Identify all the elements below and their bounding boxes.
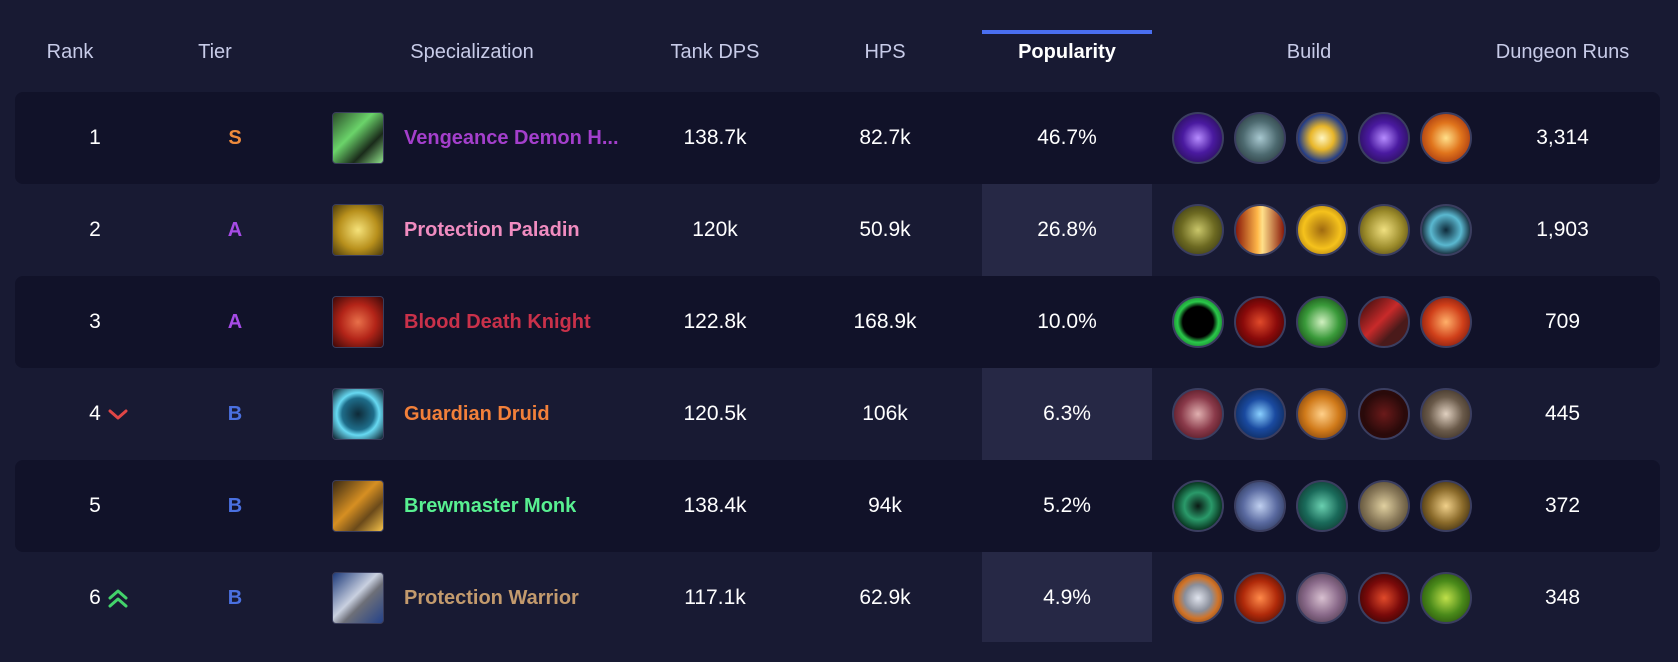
hps-value: 168.9k bbox=[853, 310, 917, 333]
flaming-fist-icon[interactable] bbox=[1420, 296, 1472, 348]
hps-value: 50.9k bbox=[859, 218, 911, 241]
void-orb-icon[interactable] bbox=[1172, 112, 1224, 164]
active-sort-indicator bbox=[982, 30, 1152, 34]
warrior-face-icon[interactable] bbox=[1296, 572, 1348, 624]
jade-serpent-icon[interactable] bbox=[1296, 480, 1348, 532]
dungeon-runs-value: 445 bbox=[1544, 402, 1581, 425]
orc-icon[interactable] bbox=[1420, 572, 1472, 624]
spec-name-link[interactable]: Vengeance Demon H... bbox=[404, 127, 619, 149]
table-row[interactable]: 2 A Protection Paladin 120k 50.9k 26.8% 1,903 bbox=[15, 184, 1660, 276]
stone-idol-icon[interactable] bbox=[1358, 480, 1410, 532]
jade-swirl-icon[interactable] bbox=[1172, 480, 1224, 532]
guardian-druid-icon bbox=[332, 388, 384, 440]
popularity-value: 6.3% bbox=[1043, 402, 1091, 425]
spec-name-link[interactable]: Guardian Druid bbox=[404, 403, 550, 425]
table-row[interactable]: 6 B Protection Warrior 117.1k 62.9k 4.9% 348 bbox=[15, 552, 1660, 644]
shadow-bear-icon[interactable] bbox=[1358, 388, 1410, 440]
rank-value: 5 bbox=[89, 494, 101, 517]
spec-name-link[interactable]: Protection Warrior bbox=[404, 587, 579, 609]
rank-value: 3 bbox=[89, 310, 101, 333]
trend-down-icon bbox=[108, 409, 128, 420]
claw-slash-icon[interactable] bbox=[1172, 388, 1224, 440]
table-row[interactable]: 5 B Brewmaster Monk 138.4k 94k 5.2% 372 bbox=[15, 460, 1660, 552]
tank-dps-value: 120.5k bbox=[683, 402, 747, 425]
rune-ring-icon[interactable] bbox=[1420, 204, 1472, 256]
dungeon-runs-value: 3,314 bbox=[1536, 126, 1589, 149]
spec-name-link[interactable]: Blood Death Knight bbox=[404, 311, 591, 333]
rank-value: 1 bbox=[89, 126, 101, 149]
fang-icon[interactable] bbox=[1420, 388, 1472, 440]
header-dungeon-runs[interactable]: Dungeon Runs bbox=[1495, 41, 1630, 63]
blood-death-knight-icon bbox=[332, 296, 384, 348]
dungeon-runs-value: 372 bbox=[1544, 494, 1581, 517]
shield-icon[interactable] bbox=[1172, 572, 1224, 624]
header-tank-dps[interactable]: Tank DPS bbox=[670, 41, 760, 63]
dungeon-runs-value: 1,903 bbox=[1536, 218, 1589, 241]
hps-value: 62.9k bbox=[859, 586, 911, 609]
green-skull-icon[interactable] bbox=[1296, 296, 1348, 348]
table-header: Rank Tier Specialization Tank DPS HPS Po… bbox=[0, 30, 1678, 74]
trend-up-icon bbox=[108, 589, 128, 608]
demon-icon[interactable] bbox=[1358, 572, 1410, 624]
popularity-value: 46.7% bbox=[1037, 126, 1097, 149]
crimson-blade-icon[interactable] bbox=[1358, 296, 1410, 348]
hps-value: 106k bbox=[862, 402, 908, 425]
brewmaster-monk-icon bbox=[332, 480, 384, 532]
blood-orb-icon[interactable] bbox=[1234, 296, 1286, 348]
amber-rune-icon[interactable] bbox=[1296, 388, 1348, 440]
tier-badge: S bbox=[228, 127, 242, 149]
skull-icon[interactable] bbox=[1234, 112, 1286, 164]
tier-badge: B bbox=[227, 495, 243, 517]
void-orb-icon[interactable] bbox=[1358, 112, 1410, 164]
staff-strike-icon[interactable] bbox=[1234, 480, 1286, 532]
monk-fist-icon[interactable] bbox=[1420, 480, 1472, 532]
rank-value: 2 bbox=[89, 218, 101, 241]
rank-value: 4 bbox=[89, 402, 101, 425]
golden-guardian-icon[interactable] bbox=[1296, 204, 1348, 256]
popularity-value: 10.0% bbox=[1037, 310, 1097, 333]
protection-warrior-icon bbox=[332, 572, 384, 624]
tier-badge: B bbox=[227, 403, 243, 425]
tank-dps-value: 138.4k bbox=[683, 494, 747, 517]
header-tier[interactable]: Tier bbox=[198, 41, 232, 63]
tank-dps-value: 122.8k bbox=[683, 310, 747, 333]
tank-dps-value: 117.1k bbox=[684, 586, 746, 609]
lion-icon[interactable] bbox=[1172, 204, 1224, 256]
protection-paladin-icon bbox=[332, 204, 384, 256]
fire-pillar-icon[interactable] bbox=[1234, 204, 1286, 256]
green-portal-icon[interactable] bbox=[1172, 296, 1224, 348]
crescent-slash-icon[interactable] bbox=[1234, 572, 1286, 624]
header-hps[interactable]: HPS bbox=[864, 41, 906, 63]
header-rank[interactable]: Rank bbox=[46, 41, 94, 63]
popularity-value: 5.2% bbox=[1043, 494, 1091, 517]
table-row[interactable]: 4 B Guardian Druid 120.5k 106k 6.3% 445 bbox=[15, 368, 1660, 460]
blue-strike-icon[interactable] bbox=[1234, 388, 1286, 440]
header-popularity[interactable]: Popularity bbox=[1018, 41, 1116, 63]
header-specialization[interactable]: Specialization bbox=[410, 41, 534, 63]
light-burst-icon[interactable] bbox=[1296, 112, 1348, 164]
header-build[interactable]: Build bbox=[1286, 41, 1332, 63]
rank-value: 6 bbox=[89, 586, 101, 609]
table-row[interactable]: 3 A Blood Death Knight 122.8k 168.9k 10.0% 709 bbox=[15, 276, 1660, 368]
popularity-value: 26.8% bbox=[1037, 218, 1097, 241]
spec-name-link[interactable]: Brewmaster Monk bbox=[404, 495, 577, 517]
tank-dps-value: 120k bbox=[692, 218, 738, 241]
tier-badge: B bbox=[227, 587, 243, 609]
tier-badge: A bbox=[227, 311, 243, 333]
hps-value: 82.7k bbox=[859, 126, 911, 149]
tier-badge: A bbox=[227, 219, 243, 241]
tank-dps-value: 138.7k bbox=[683, 126, 747, 149]
popularity-value: 4.9% bbox=[1043, 586, 1091, 609]
dungeon-runs-value: 709 bbox=[1544, 310, 1581, 333]
dungeon-runs-value: 348 bbox=[1544, 586, 1581, 609]
spec-name-link[interactable]: Protection Paladin bbox=[404, 219, 580, 241]
vengeance-demon-hunter-icon bbox=[332, 112, 384, 164]
hps-value: 94k bbox=[868, 494, 902, 517]
fire-hand-icon[interactable] bbox=[1420, 112, 1472, 164]
table-row[interactable]: 1 S Vengeance Demon H... 138.7k 82.7k 46.7% 3,… bbox=[15, 92, 1660, 184]
golden-helm-icon[interactable] bbox=[1358, 204, 1410, 256]
